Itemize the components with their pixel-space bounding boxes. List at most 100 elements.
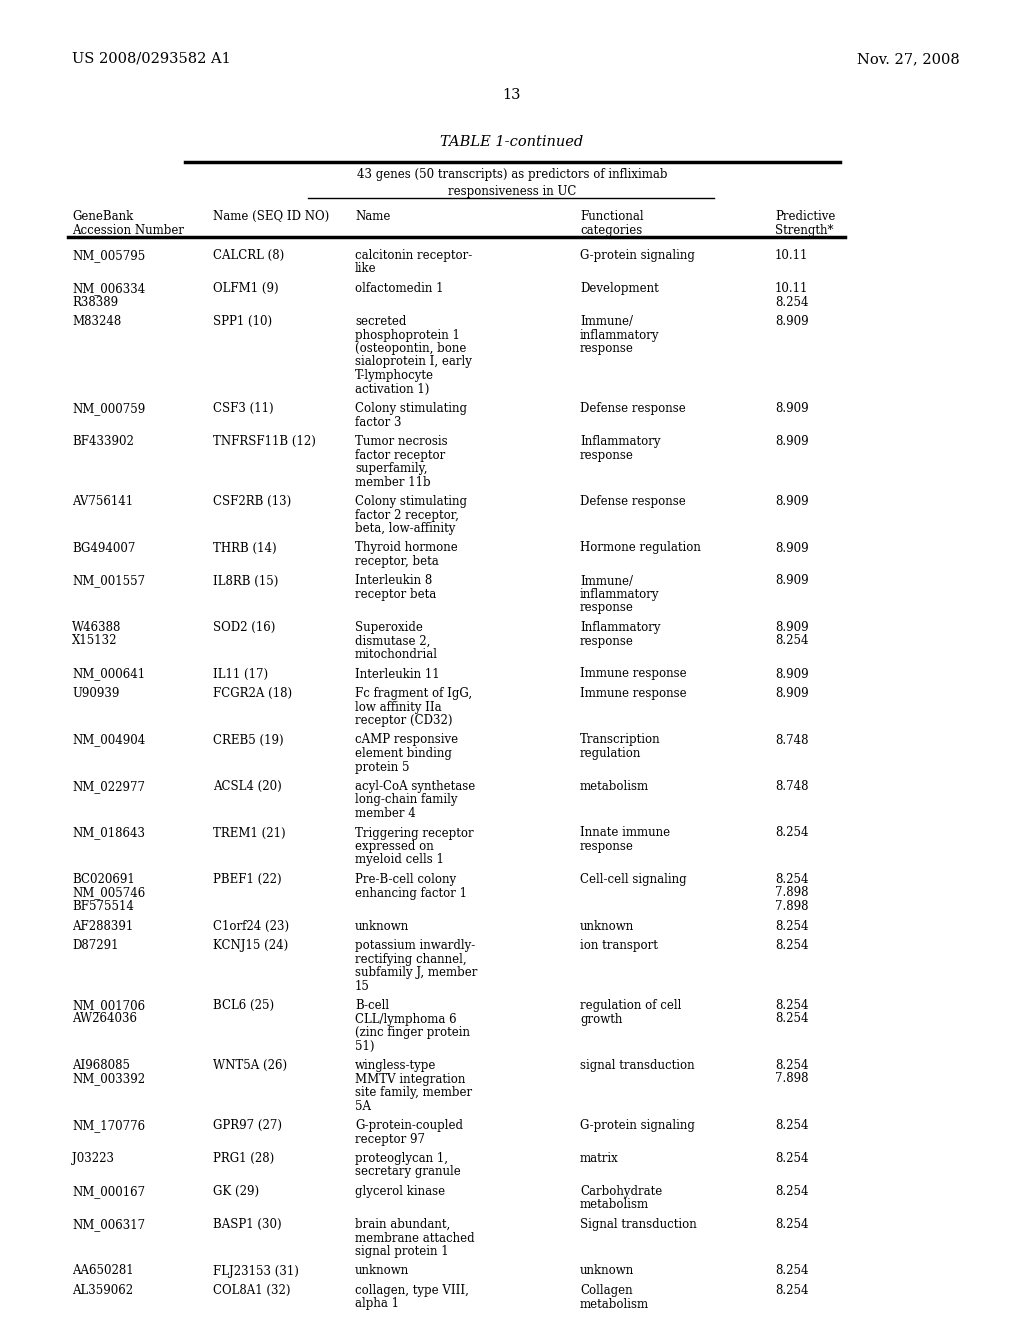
Text: 8.909: 8.909 (775, 436, 809, 447)
Text: signal protein 1: signal protein 1 (355, 1245, 449, 1258)
Text: CREB5 (19): CREB5 (19) (213, 734, 284, 747)
Text: R38389: R38389 (72, 296, 118, 309)
Text: regulation: regulation (580, 747, 641, 760)
Text: 13: 13 (503, 88, 521, 102)
Text: glycerol kinase: glycerol kinase (355, 1185, 445, 1199)
Text: GK (29): GK (29) (213, 1185, 259, 1199)
Text: 7.898: 7.898 (775, 1072, 809, 1085)
Text: Immune response: Immune response (580, 668, 687, 681)
Text: NM_022977: NM_022977 (72, 780, 145, 793)
Text: C1orf24 (23): C1orf24 (23) (213, 920, 289, 932)
Text: Immune/: Immune/ (580, 315, 633, 327)
Text: 8.909: 8.909 (775, 315, 809, 327)
Text: 8.254: 8.254 (775, 1218, 809, 1232)
Text: KCNJ15 (24): KCNJ15 (24) (213, 939, 288, 952)
Text: G-protein signaling: G-protein signaling (580, 249, 695, 261)
Text: AF288391: AF288391 (72, 920, 133, 932)
Text: Triggering receptor: Triggering receptor (355, 826, 474, 840)
Text: 8.254: 8.254 (775, 1284, 809, 1298)
Text: W46388: W46388 (72, 620, 122, 634)
Text: long-chain family: long-chain family (355, 793, 458, 807)
Text: inflammatory: inflammatory (580, 329, 659, 342)
Text: 8.254: 8.254 (775, 1185, 809, 1199)
Text: Tumor necrosis: Tumor necrosis (355, 436, 447, 447)
Text: NM_001557: NM_001557 (72, 574, 145, 587)
Text: Cell-cell signaling: Cell-cell signaling (580, 873, 687, 886)
Text: collagen, type VIII,: collagen, type VIII, (355, 1284, 469, 1298)
Text: unknown: unknown (355, 920, 410, 932)
Text: receptor beta: receptor beta (355, 587, 436, 601)
Text: BCL6 (25): BCL6 (25) (213, 999, 274, 1012)
Text: regulation of cell: regulation of cell (580, 999, 681, 1012)
Text: protein 5: protein 5 (355, 760, 410, 774)
Text: receptor, beta: receptor, beta (355, 554, 438, 568)
Text: signal transduction: signal transduction (580, 1059, 694, 1072)
Text: 8.909: 8.909 (775, 495, 809, 508)
Text: GeneBank: GeneBank (72, 210, 133, 223)
Text: member 4: member 4 (355, 807, 416, 820)
Text: Collagen: Collagen (580, 1284, 633, 1298)
Text: SPP1 (10): SPP1 (10) (213, 315, 272, 327)
Text: Colony stimulating: Colony stimulating (355, 495, 467, 508)
Text: BG494007: BG494007 (72, 541, 135, 554)
Text: T-lymphocyte: T-lymphocyte (355, 370, 434, 381)
Text: X15132: X15132 (72, 635, 118, 648)
Text: beta, low-affinity: beta, low-affinity (355, 521, 456, 535)
Text: Defense response: Defense response (580, 495, 686, 508)
Text: BASP1 (30): BASP1 (30) (213, 1218, 282, 1232)
Text: 8.254: 8.254 (775, 1152, 809, 1166)
Text: 8.254: 8.254 (775, 1012, 809, 1026)
Text: factor 3: factor 3 (355, 416, 401, 429)
Text: Colony stimulating: Colony stimulating (355, 403, 467, 414)
Text: 8.254: 8.254 (775, 635, 809, 648)
Text: Functional: Functional (580, 210, 644, 223)
Text: cAMP responsive: cAMP responsive (355, 734, 458, 747)
Text: Predictive: Predictive (775, 210, 836, 223)
Text: sialoprotein I, early: sialoprotein I, early (355, 355, 472, 368)
Text: PRG1 (28): PRG1 (28) (213, 1152, 274, 1166)
Text: phosphoprotein 1: phosphoprotein 1 (355, 329, 460, 342)
Text: 8.909: 8.909 (775, 574, 809, 587)
Text: FCGR2A (18): FCGR2A (18) (213, 686, 292, 700)
Text: superfamily,: superfamily, (355, 462, 427, 475)
Text: wingless-type: wingless-type (355, 1059, 436, 1072)
Text: factor receptor: factor receptor (355, 449, 445, 462)
Text: CSF3 (11): CSF3 (11) (213, 403, 273, 414)
Text: site family, member: site family, member (355, 1086, 472, 1100)
Text: metabolism: metabolism (580, 1298, 649, 1311)
Text: categories: categories (580, 224, 642, 238)
Text: OLFM1 (9): OLFM1 (9) (213, 282, 279, 294)
Text: G-protein-coupled: G-protein-coupled (355, 1119, 463, 1133)
Text: 8.748: 8.748 (775, 734, 809, 747)
Text: 8.748: 8.748 (775, 780, 809, 793)
Text: IL11 (17): IL11 (17) (213, 668, 268, 681)
Text: 5A: 5A (355, 1100, 371, 1113)
Text: dismutase 2,: dismutase 2, (355, 635, 430, 648)
Text: (osteopontin, bone: (osteopontin, bone (355, 342, 466, 355)
Text: 10.11: 10.11 (775, 282, 808, 294)
Text: myeloid cells 1: myeloid cells 1 (355, 854, 443, 866)
Text: Inflammatory: Inflammatory (580, 436, 660, 447)
Text: D87291: D87291 (72, 939, 119, 952)
Text: response: response (580, 602, 634, 615)
Text: Name (SEQ ID NO): Name (SEQ ID NO) (213, 210, 330, 223)
Text: Hormone regulation: Hormone regulation (580, 541, 700, 554)
Text: CLL/lymphoma 6: CLL/lymphoma 6 (355, 1012, 457, 1026)
Text: Pre-B-cell colony: Pre-B-cell colony (355, 873, 456, 886)
Text: factor 2 receptor,: factor 2 receptor, (355, 508, 459, 521)
Text: response: response (580, 342, 634, 355)
Text: brain abundant,: brain abundant, (355, 1218, 451, 1232)
Text: response: response (580, 449, 634, 462)
Text: AW264036: AW264036 (72, 1012, 137, 1026)
Text: ACSL4 (20): ACSL4 (20) (213, 780, 282, 793)
Text: metabolism: metabolism (580, 1199, 649, 1212)
Text: unknown: unknown (580, 920, 634, 932)
Text: US 2008/0293582 A1: US 2008/0293582 A1 (72, 51, 230, 66)
Text: element binding: element binding (355, 747, 452, 760)
Text: Transcription: Transcription (580, 734, 660, 747)
Text: 8.254: 8.254 (775, 999, 809, 1012)
Text: MMTV integration: MMTV integration (355, 1072, 465, 1085)
Text: alpha 1: alpha 1 (355, 1298, 399, 1311)
Text: unknown: unknown (580, 1265, 634, 1278)
Text: TREM1 (21): TREM1 (21) (213, 826, 286, 840)
